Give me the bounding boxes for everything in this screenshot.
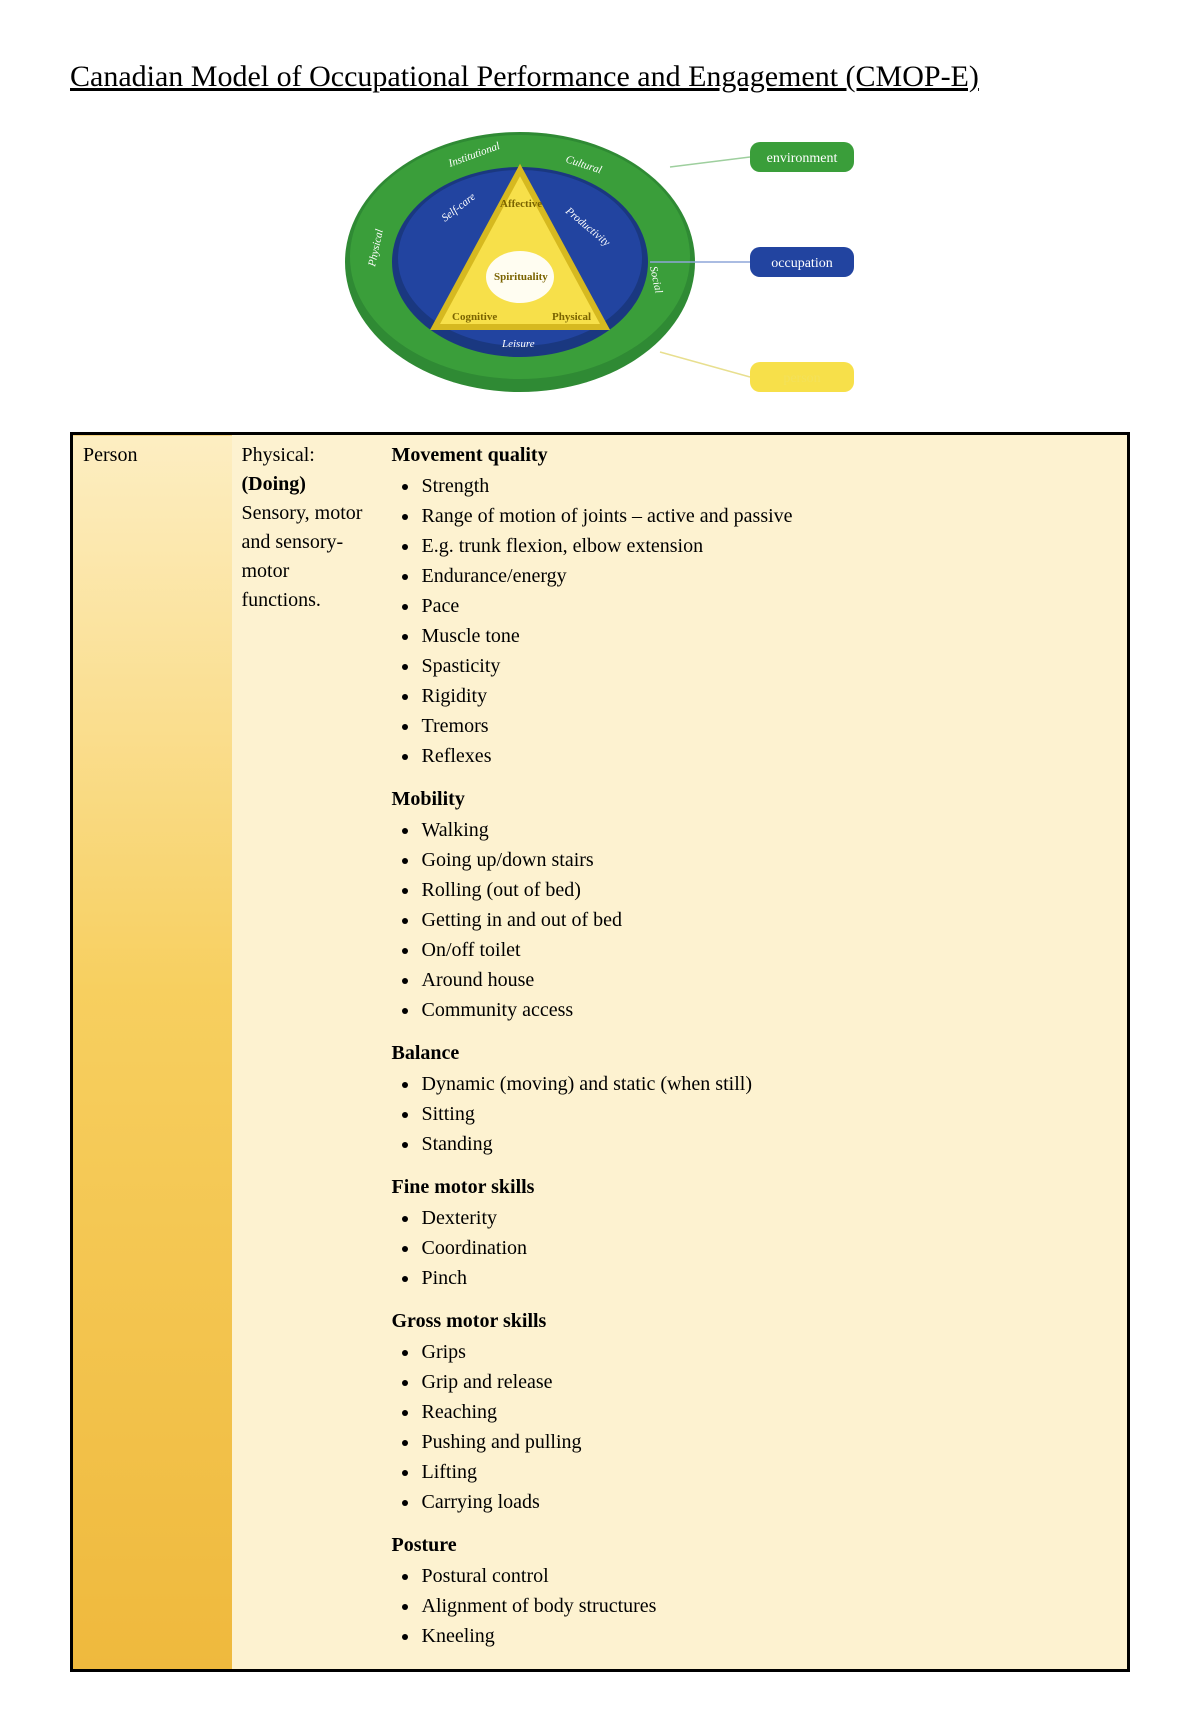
list-item: Coordination (420, 1234, 1118, 1263)
list-item: Spasticity (420, 652, 1118, 681)
list-item: Strength (420, 472, 1118, 501)
section-title: Fine motor skills (392, 1173, 1118, 1202)
list-item: Around house (420, 966, 1118, 995)
tri-left: Cognitive (452, 311, 497, 323)
list-item: Standing (420, 1130, 1118, 1159)
section-list: Postural controlAlignment of body struct… (392, 1562, 1118, 1651)
section-list: GripsGrip and releaseReachingPushing and… (392, 1338, 1118, 1517)
list-item: Dexterity (420, 1204, 1118, 1233)
list-item: Grips (420, 1338, 1118, 1367)
section-list: StrengthRange of motion of joints – acti… (392, 472, 1118, 771)
list-item: Sitting (420, 1100, 1118, 1129)
tri-center: Spirituality (494, 271, 548, 283)
list-item: Reflexes (420, 742, 1118, 771)
list-item: Muscle tone (420, 622, 1118, 651)
legend-person: person (783, 371, 820, 386)
list-item: Tremors (420, 712, 1118, 741)
legend-env: environment (767, 151, 838, 166)
section-title: Movement quality (392, 441, 1118, 470)
section-title: Mobility (392, 785, 1118, 814)
section-title: Posture (392, 1531, 1118, 1560)
list-item: Alignment of body structures (420, 1592, 1118, 1621)
list-item: Range of motion of joints – active and p… (420, 502, 1118, 531)
occ-label-leisure: Leisure (501, 338, 535, 350)
person-cell: Person (72, 434, 232, 1671)
tri-top: Affective (500, 198, 542, 210)
list-item: Lifting (420, 1458, 1118, 1487)
cmop-table: Person Physical: (Doing) Sensory, motor … (70, 432, 1130, 1672)
list-item: Pace (420, 592, 1118, 621)
list-item: Getting in and out of bed (420, 906, 1118, 935)
section-list: Dynamic (moving) and static (when still)… (392, 1070, 1118, 1159)
cmop-e-diagram: Institutional Cultural Social Physical S… (70, 112, 1130, 412)
list-item: Postural control (420, 1562, 1118, 1591)
sub-line1: Physical: (242, 444, 315, 466)
list-item: Carrying loads (420, 1488, 1118, 1517)
list-item: Going up/down stairs (420, 846, 1118, 875)
section-list: WalkingGoing up/down stairsRolling (out … (392, 816, 1118, 1025)
list-item: Pushing and pulling (420, 1428, 1118, 1457)
list-item: On/off toilet (420, 936, 1118, 965)
details-cell: Movement qualityStrengthRange of motion … (382, 434, 1129, 1671)
section-title: Gross motor skills (392, 1307, 1118, 1336)
list-item: Kneeling (420, 1622, 1118, 1651)
table-row: Person Physical: (Doing) Sensory, motor … (72, 434, 1129, 1671)
list-item: Pinch (420, 1264, 1118, 1293)
list-item: Endurance/energy (420, 562, 1118, 591)
list-item: Community access (420, 996, 1118, 1025)
legend-occ: occupation (771, 256, 832, 271)
list-item: Reaching (420, 1398, 1118, 1427)
sub-rest: Sensory, motor and sensory-motor functio… (242, 502, 363, 611)
list-item: Rolling (out of bed) (420, 876, 1118, 905)
page-title: Canadian Model of Occupational Performan… (70, 60, 1130, 94)
list-item: Rigidity (420, 682, 1118, 711)
section-title: Balance (392, 1039, 1118, 1068)
tri-right: Physical (552, 311, 591, 323)
list-item: Grip and release (420, 1368, 1118, 1397)
sub-line2: (Doing) (242, 473, 306, 495)
section-list: DexterityCoordinationPinch (392, 1204, 1118, 1293)
list-item: Dynamic (moving) and static (when still) (420, 1070, 1118, 1099)
list-item: Walking (420, 816, 1118, 845)
physical-sub-cell: Physical: (Doing) Sensory, motor and sen… (232, 434, 382, 1671)
list-item: E.g. trunk flexion, elbow extension (420, 532, 1118, 561)
